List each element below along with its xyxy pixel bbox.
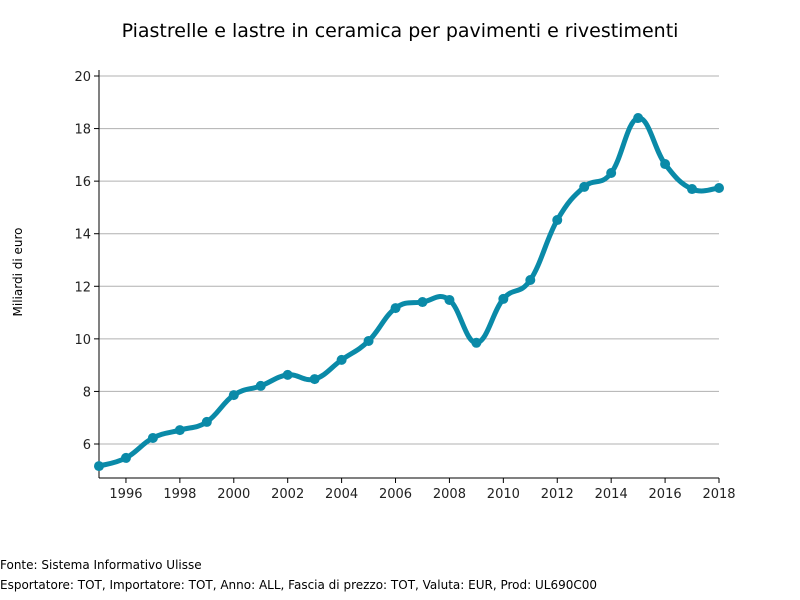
x-tick-label: 2012 [541, 487, 574, 502]
data-point [606, 167, 617, 178]
x-tick-label: 2002 [271, 487, 304, 502]
data-point [660, 159, 671, 170]
data-point [633, 113, 644, 124]
data-point [714, 182, 724, 193]
y-tick-label: 16 [74, 175, 91, 190]
source-text: Fonte: Sistema Informativo Ulisse [0, 558, 202, 572]
y-tick-label: 6 [83, 438, 91, 453]
x-tick-label: 2004 [325, 487, 358, 502]
y-tick-label: 14 [74, 228, 91, 243]
data-point [471, 337, 482, 348]
data-point [579, 181, 590, 192]
x-tick-label: 2016 [649, 487, 682, 502]
data-point [390, 303, 401, 314]
data-point [552, 215, 563, 226]
data-point [147, 432, 158, 443]
x-tick-label: 2014 [595, 487, 628, 502]
data-point [336, 354, 347, 365]
data-point [444, 294, 455, 305]
data-point [498, 293, 509, 304]
x-tick-label: 1998 [163, 487, 196, 502]
x-tick-label: 2006 [379, 487, 412, 502]
y-tick-label: 8 [83, 385, 91, 400]
series-line [98, 115, 720, 469]
data-point [282, 369, 293, 380]
data-point [417, 297, 428, 308]
data-point [309, 374, 320, 385]
y-tick-label: 12 [74, 280, 91, 295]
data-point [255, 380, 266, 391]
data-point [525, 274, 536, 285]
filters-text: Esportatore: TOT, Importatore: TOT, Anno… [0, 578, 597, 592]
data-point [120, 452, 131, 463]
y-tick-label: 20 [74, 70, 91, 85]
data-point [228, 390, 239, 401]
x-tick-label: 1996 [109, 487, 142, 502]
x-tick-label: 2018 [702, 487, 735, 502]
x-tick-label: 2010 [487, 487, 520, 502]
y-tick-label: 18 [74, 123, 91, 138]
data-point [174, 425, 185, 436]
data-point [201, 416, 212, 427]
x-tick-label: 2000 [217, 487, 250, 502]
y-tick-label: 10 [74, 333, 91, 348]
data-point [94, 461, 104, 472]
chart-title: Piastrelle e lastre in ceramica per pavi… [121, 20, 679, 42]
data-point [363, 335, 374, 346]
x-tick-label: 2008 [433, 487, 466, 502]
data-point [687, 184, 698, 195]
